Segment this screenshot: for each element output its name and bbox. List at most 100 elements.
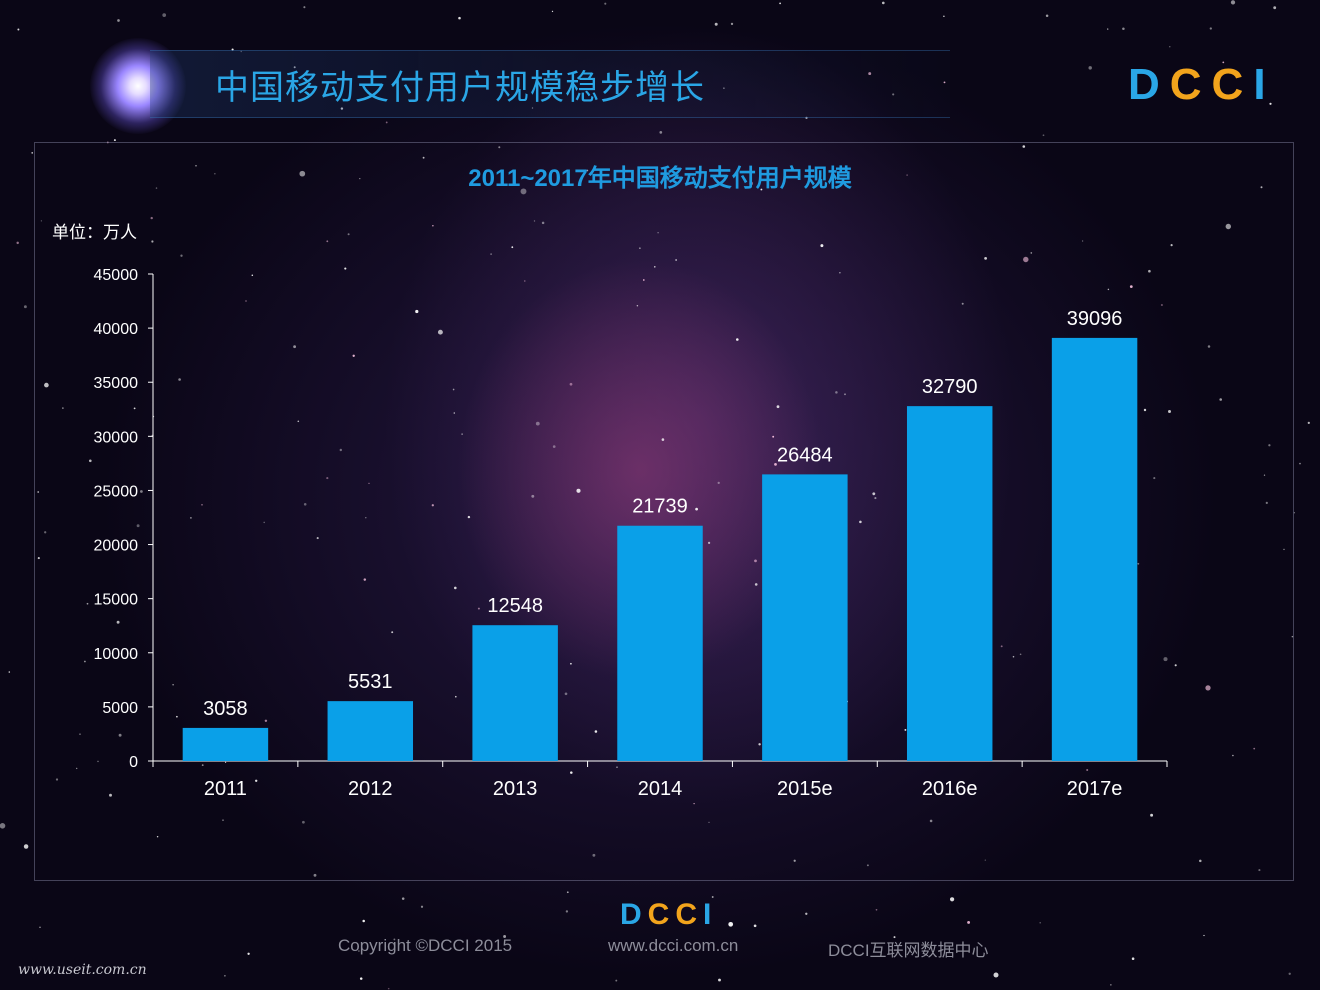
star [151,240,154,243]
page-title: 中国移动支付用户规模稳步增长 [215,69,705,107]
star [362,919,365,923]
star [693,802,695,805]
star [37,491,40,493]
star [452,388,455,391]
star [180,254,183,257]
star [961,302,964,305]
star [23,844,29,849]
star [415,309,419,314]
star [437,329,443,335]
star [303,503,307,506]
bar [182,727,269,761]
star [1225,223,1232,230]
star [552,445,556,448]
star [1110,984,1112,986]
star [616,766,618,768]
star [401,897,405,900]
star [1160,303,1163,307]
star [1045,14,1049,17]
star [490,253,492,255]
star [511,246,514,249]
star [368,482,370,485]
star [387,987,390,990]
star [551,10,554,13]
star [299,170,306,177]
star [661,438,665,441]
star [1265,501,1268,505]
star [872,492,876,496]
unit-label: 单位：万人 [52,223,137,243]
star [639,247,641,249]
star [844,393,846,396]
y-tick-label: 25000 [94,483,139,500]
star [707,541,711,545]
star [1222,61,1225,64]
star [718,978,721,982]
star [835,391,838,394]
star [0,823,6,829]
star [1088,66,1092,70]
star [455,695,457,698]
star [736,338,739,341]
footer-url[interactable]: www.dcci.com.cn [608,936,739,955]
title-bar [150,50,950,118]
star [84,660,86,663]
bar [762,474,848,761]
star [586,169,589,172]
star [1148,269,1151,273]
star [524,280,526,282]
star [150,216,153,220]
y-tick-label: 35000 [94,375,139,392]
star [297,420,300,423]
star [774,463,777,466]
bar [617,525,703,761]
star [875,908,878,911]
star [1293,512,1296,514]
star [1263,474,1266,476]
star [711,896,714,898]
star [1273,6,1277,10]
star [1174,664,1177,667]
star [498,146,501,149]
star [264,719,268,723]
star [106,141,109,144]
star [358,950,360,952]
data-label: 12548 [487,595,543,617]
star [772,435,775,438]
star [116,620,120,624]
star [904,728,907,731]
star [749,181,754,186]
star [1030,252,1033,254]
star [754,583,758,586]
star [654,266,656,268]
star [37,557,40,560]
star [359,177,361,180]
y-tick-label: 40000 [94,321,139,338]
star [172,684,174,686]
star [500,88,503,91]
star [1039,921,1041,924]
star [881,1,885,5]
star [461,433,463,435]
star [758,743,761,746]
star [302,820,305,824]
star [892,93,895,96]
star [659,131,663,134]
bar [906,406,993,761]
star [535,421,540,426]
star [44,531,47,534]
star [97,760,99,763]
star [1129,285,1133,288]
star [431,504,434,507]
star [967,920,971,924]
chart-title: 2011~2017年中国移动支付用户规模 [468,165,852,192]
star [566,891,569,894]
star [520,188,527,195]
star [929,819,933,823]
star [293,345,296,349]
star [326,240,329,243]
star [868,72,872,76]
star [533,220,536,222]
star [1219,398,1222,401]
